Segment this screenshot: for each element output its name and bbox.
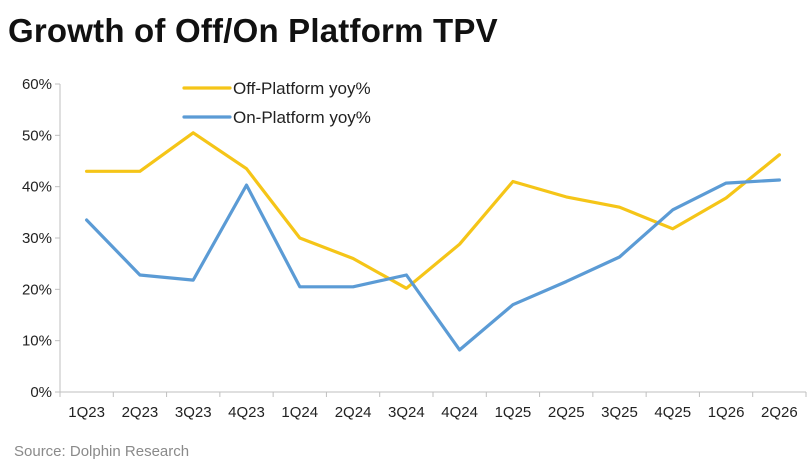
- legend: Off-Platform yoy% On-Platform yoy%: [182, 79, 371, 127]
- x-tick-labels: 1Q23 2Q23 3Q23 4Q23 1Q24 2Q24 3Q24 4Q24 1Q25 2Q25…: [59, 392, 807, 421]
- chart-title: Growth of Off/On Platform TPV: [8, 12, 498, 49]
- x-tick-label: 1Q26: [708, 404, 745, 421]
- x-tick-label: 1Q25: [495, 404, 532, 421]
- x-tick-label: 2Q25: [548, 404, 585, 421]
- y-tick-label: 40%: [22, 179, 52, 196]
- legend-label: Off-Platform yoy%: [233, 79, 371, 98]
- x-tick-label: 2Q23: [122, 404, 159, 421]
- source-note: Source: Dolphin Research: [14, 443, 190, 460]
- x-tick-label: 4Q25: [654, 404, 691, 421]
- x-tick-label: 3Q24: [388, 404, 425, 421]
- x-tick-label: 4Q24: [441, 404, 478, 421]
- axes: [59, 84, 806, 393]
- series-lines: [84, 131, 782, 352]
- x-tick-label: 3Q25: [601, 404, 638, 421]
- y-tick-label: 10%: [22, 333, 52, 350]
- x-tick-label: 2Q26: [761, 404, 798, 421]
- x-tick-label: 2Q24: [335, 404, 372, 421]
- x-tick-label: 3Q23: [175, 404, 212, 421]
- x-tick-label: 4Q23: [228, 404, 265, 421]
- x-tick-label: 1Q24: [281, 404, 318, 421]
- y-tick-label: 20%: [22, 281, 52, 298]
- y-tick-label: 0%: [30, 384, 52, 401]
- y-tick-label: 50%: [22, 127, 52, 144]
- y-tick-label: 60%: [22, 76, 52, 93]
- series-line-off-platform: [84, 131, 782, 290]
- y-tick-label: 30%: [22, 230, 52, 247]
- legend-label: On-Platform yoy%: [233, 108, 371, 127]
- series-line-on-platform: [84, 178, 782, 352]
- x-tick-label: 1Q23: [68, 404, 105, 421]
- y-tick-labels: 0% 10% 20% 30% 40% 50% 60%: [22, 76, 60, 401]
